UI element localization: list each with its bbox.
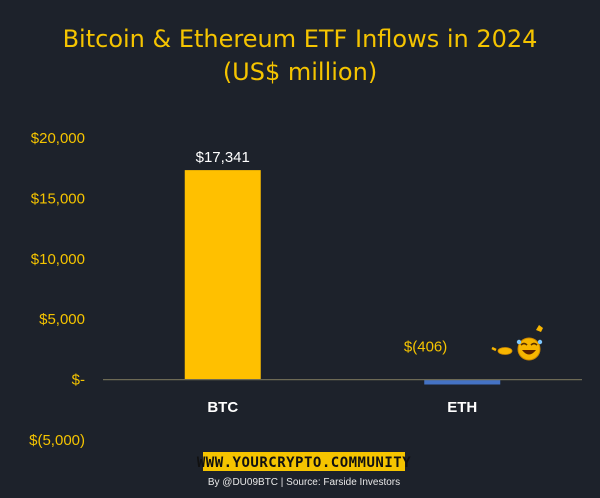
x-tick-label: BTC <box>207 399 238 416</box>
y-tick-label: $- <box>72 372 85 389</box>
y-tick-label: $(5,000) <box>29 432 85 449</box>
watermark-text: WWW.YOURCRYPTO.COMMUNITY <box>197 455 411 471</box>
y-tick-label: $5,000 <box>39 311 85 328</box>
plot-area: $20,000 $15,000 $10,000 $5,000 $- $(5,000) $17… <box>29 130 582 449</box>
data-label-eth: $(406) <box>404 339 447 356</box>
x-tick-label: ETH <box>447 399 477 416</box>
chart-title: Bitcoin & Ethereum ETF Inflows in 2024 <box>63 25 538 53</box>
y-tick-label: $10,000 <box>31 251 85 268</box>
y-tick-label: $20,000 <box>31 130 85 147</box>
bar-btc <box>184 170 261 380</box>
watermark-banner <box>203 452 405 471</box>
bar-eth <box>424 379 501 385</box>
source-credit: By @DU09BTC | Source: Farside Investors <box>208 477 400 488</box>
chart-subtitle: (US$ million) <box>223 58 377 86</box>
laughing-emoji-pointing-icon <box>491 325 543 361</box>
y-tick-label: $15,000 <box>31 190 85 207</box>
data-label-btc: $17,341 <box>196 149 250 166</box>
